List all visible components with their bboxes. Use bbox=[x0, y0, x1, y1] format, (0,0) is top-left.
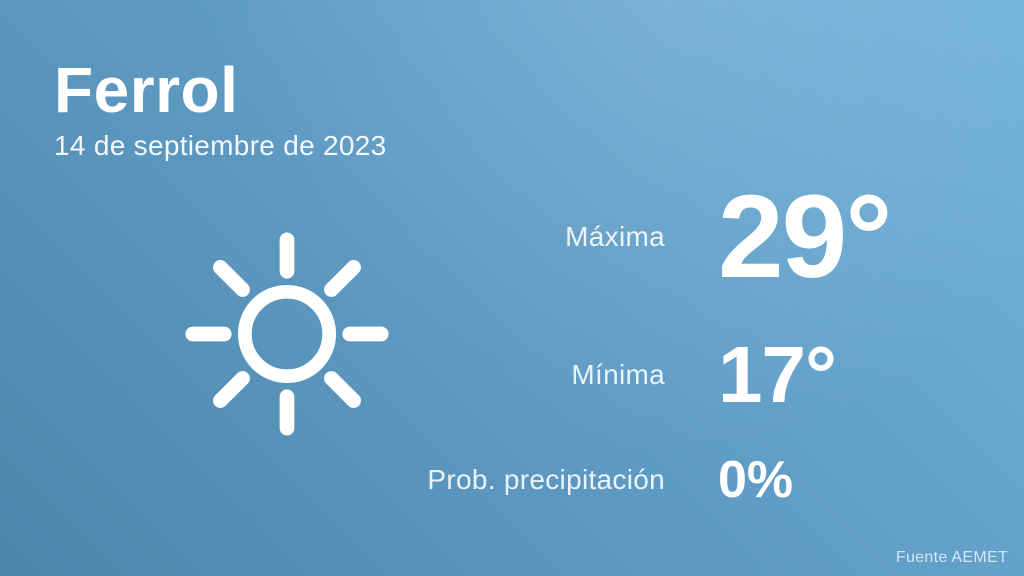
min-temp-value: 17° bbox=[718, 330, 837, 419]
max-temp-row: Máxima 29° bbox=[0, 172, 1024, 302]
precipitation-value: 0% bbox=[718, 451, 794, 509]
header: Ferrol 14 de septiembre de 2023 bbox=[54, 58, 387, 162]
sun-icon bbox=[184, 231, 390, 437]
max-temp-value: 29° bbox=[718, 171, 892, 303]
precipitation-label: Prob. precipitación bbox=[427, 464, 665, 495]
max-temp-label: Máxima bbox=[565, 221, 665, 252]
page-title: Ferrol bbox=[54, 54, 239, 126]
date-subtitle: 14 de septiembre de 2023 bbox=[54, 130, 387, 161]
source-attribution: Fuente AEMET bbox=[895, 549, 1008, 566]
min-temp-label: Mínima bbox=[571, 359, 665, 390]
min-temp-row: Mínima 17° bbox=[0, 325, 1024, 425]
precipitation-row: Prob. precipitación 0% bbox=[0, 448, 1024, 512]
